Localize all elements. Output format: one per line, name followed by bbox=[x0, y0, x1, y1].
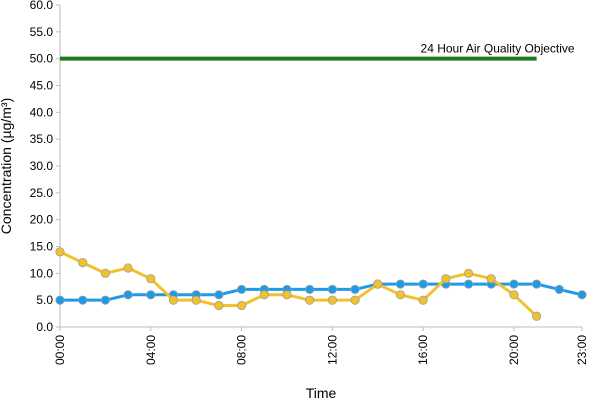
x-tick-label: 08:00 bbox=[235, 335, 249, 365]
series-1-point bbox=[78, 295, 88, 305]
y-axis-title: Concentration (µg/m³) bbox=[0, 98, 14, 234]
series-2-point bbox=[146, 274, 156, 284]
y-tick-label: 0.0 bbox=[36, 320, 53, 334]
series-1-point bbox=[305, 284, 315, 295]
series-1-point bbox=[123, 290, 133, 300]
series-2-point bbox=[282, 290, 292, 300]
x-tick-label: 12:00 bbox=[325, 335, 339, 365]
y-tick-label: 60.0 bbox=[30, 0, 54, 12]
x-axis-ticks: 00:00 04:00 08:00 12:00 16:00 20:00 23:00 bbox=[53, 327, 589, 365]
series-1-point bbox=[554, 284, 564, 295]
x-tick-label: 04:00 bbox=[144, 335, 158, 365]
x-axis-title: Time bbox=[306, 385, 337, 400]
y-tick-label: 15.0 bbox=[30, 240, 54, 254]
series-1-point bbox=[100, 295, 110, 305]
series-1-point bbox=[214, 290, 224, 300]
y-tick-label: 55.0 bbox=[30, 25, 54, 39]
series-2-point bbox=[55, 247, 65, 257]
series-1-point bbox=[395, 279, 406, 289]
air-quality-objective-label: 24 Hour Air Quality Objective bbox=[421, 42, 575, 56]
x-tick-label: 00:00 bbox=[53, 335, 67, 365]
y-tick-label: 40.0 bbox=[30, 105, 54, 119]
series-2-point bbox=[418, 295, 428, 305]
series-1-point bbox=[577, 290, 587, 300]
y-tick-label: 50.0 bbox=[30, 52, 54, 66]
series-2-point bbox=[350, 295, 360, 305]
series-2-point bbox=[373, 279, 383, 289]
series-1-point bbox=[55, 295, 65, 305]
series-2-point bbox=[191, 295, 201, 305]
y-axis-ticks: 0.0 5.0 10.0 15.0 20.0 25.0 30.0 35.0 40.0 45.0 50… bbox=[30, 0, 60, 334]
series-layer bbox=[55, 247, 587, 321]
series-1-point bbox=[532, 279, 542, 289]
series-1-point bbox=[146, 290, 156, 300]
series-1-point bbox=[350, 284, 360, 295]
y-tick-label: 30.0 bbox=[30, 159, 54, 173]
series-1-point bbox=[509, 279, 519, 289]
series-2-point bbox=[463, 268, 474, 278]
y-tick-label: 35.0 bbox=[30, 132, 54, 146]
series-1-point bbox=[236, 284, 247, 295]
series-2-point bbox=[236, 300, 247, 311]
y-tick-label: 20.0 bbox=[30, 213, 54, 227]
series-1-point bbox=[418, 279, 428, 289]
series-2-point bbox=[486, 274, 496, 284]
series-2-point bbox=[100, 268, 110, 278]
series-2-point bbox=[395, 290, 406, 300]
y-tick-label: 10.0 bbox=[30, 266, 54, 280]
y-tick-label: 5.0 bbox=[36, 293, 53, 307]
series-2-point bbox=[78, 257, 88, 268]
series-1-point bbox=[463, 279, 474, 289]
x-tick-label: 20:00 bbox=[507, 335, 521, 365]
series-2-point bbox=[327, 295, 337, 305]
series-2-point bbox=[123, 263, 133, 273]
y-tick-label: 45.0 bbox=[30, 79, 54, 93]
series-2-point bbox=[214, 300, 224, 311]
series-2-line bbox=[59, 250, 538, 318]
series-2-point bbox=[441, 274, 451, 284]
series-1-point bbox=[327, 284, 337, 295]
series-2-point bbox=[168, 295, 179, 305]
x-tick-label: 23:00 bbox=[575, 335, 589, 365]
series-2-point bbox=[305, 295, 315, 305]
series-2-point bbox=[259, 290, 269, 300]
y-tick-label: 25.0 bbox=[30, 186, 54, 200]
series-2-point bbox=[532, 311, 542, 321]
x-tick-label: 16:00 bbox=[416, 335, 430, 365]
series-2-point bbox=[509, 290, 519, 300]
